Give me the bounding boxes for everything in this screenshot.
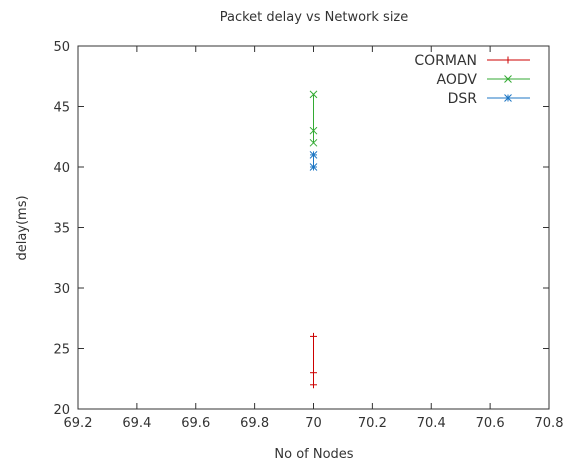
y-tick-label: 35: [53, 222, 70, 237]
legend-marker-aodv: [504, 75, 512, 83]
legend-marker-corman: [504, 56, 512, 64]
x-tick-label: 69.6: [181, 416, 210, 431]
x-tick-label: 70.8: [535, 416, 564, 431]
y-axis-title: delay(ms): [15, 195, 30, 260]
data-point-aodv: [309, 126, 318, 135]
x-tick-label: 70.2: [358, 416, 387, 431]
y-tick-label: 30: [53, 282, 70, 297]
legend-label-dsr: DSR: [448, 91, 478, 107]
series-dsr: [309, 151, 318, 171]
data-point-corman: [310, 381, 317, 389]
series-aodv: [309, 90, 318, 147]
data-point-corman: [310, 369, 317, 377]
x-tick-label: 69.2: [64, 416, 93, 431]
chart-title: Packet delay vs Network size: [220, 10, 409, 25]
data-point-dsr: [309, 163, 318, 171]
x-tick-label: 70.6: [476, 416, 505, 431]
legend-item-dsr: DSR: [448, 91, 530, 107]
legend-label-aodv: AODV: [437, 72, 478, 88]
x-axis-title: No of Nodes: [274, 447, 353, 462]
x-tick-label: 70.4: [417, 416, 446, 431]
x-tick-label: 69.8: [240, 416, 269, 431]
data-point-aodv: [309, 138, 318, 147]
y-tick-label: 50: [53, 40, 70, 55]
y-tick-label: 25: [53, 343, 70, 358]
y-tick-label: 45: [53, 101, 70, 116]
x-tick-label: 69.4: [122, 416, 151, 431]
legend-item-aodv: AODV: [437, 72, 530, 88]
legend-label-corman: CORMAN: [414, 53, 477, 69]
data-point-dsr: [309, 151, 318, 159]
legend-item-corman: CORMAN: [414, 53, 530, 69]
x-tick-label: 70: [305, 416, 322, 431]
y-tick-label: 20: [53, 403, 70, 418]
y-tick-label: 40: [53, 161, 70, 176]
data-point-aodv: [309, 90, 318, 99]
series-corman: [310, 332, 317, 389]
legend-marker-dsr: [504, 94, 512, 102]
data-point-corman: [310, 332, 317, 340]
